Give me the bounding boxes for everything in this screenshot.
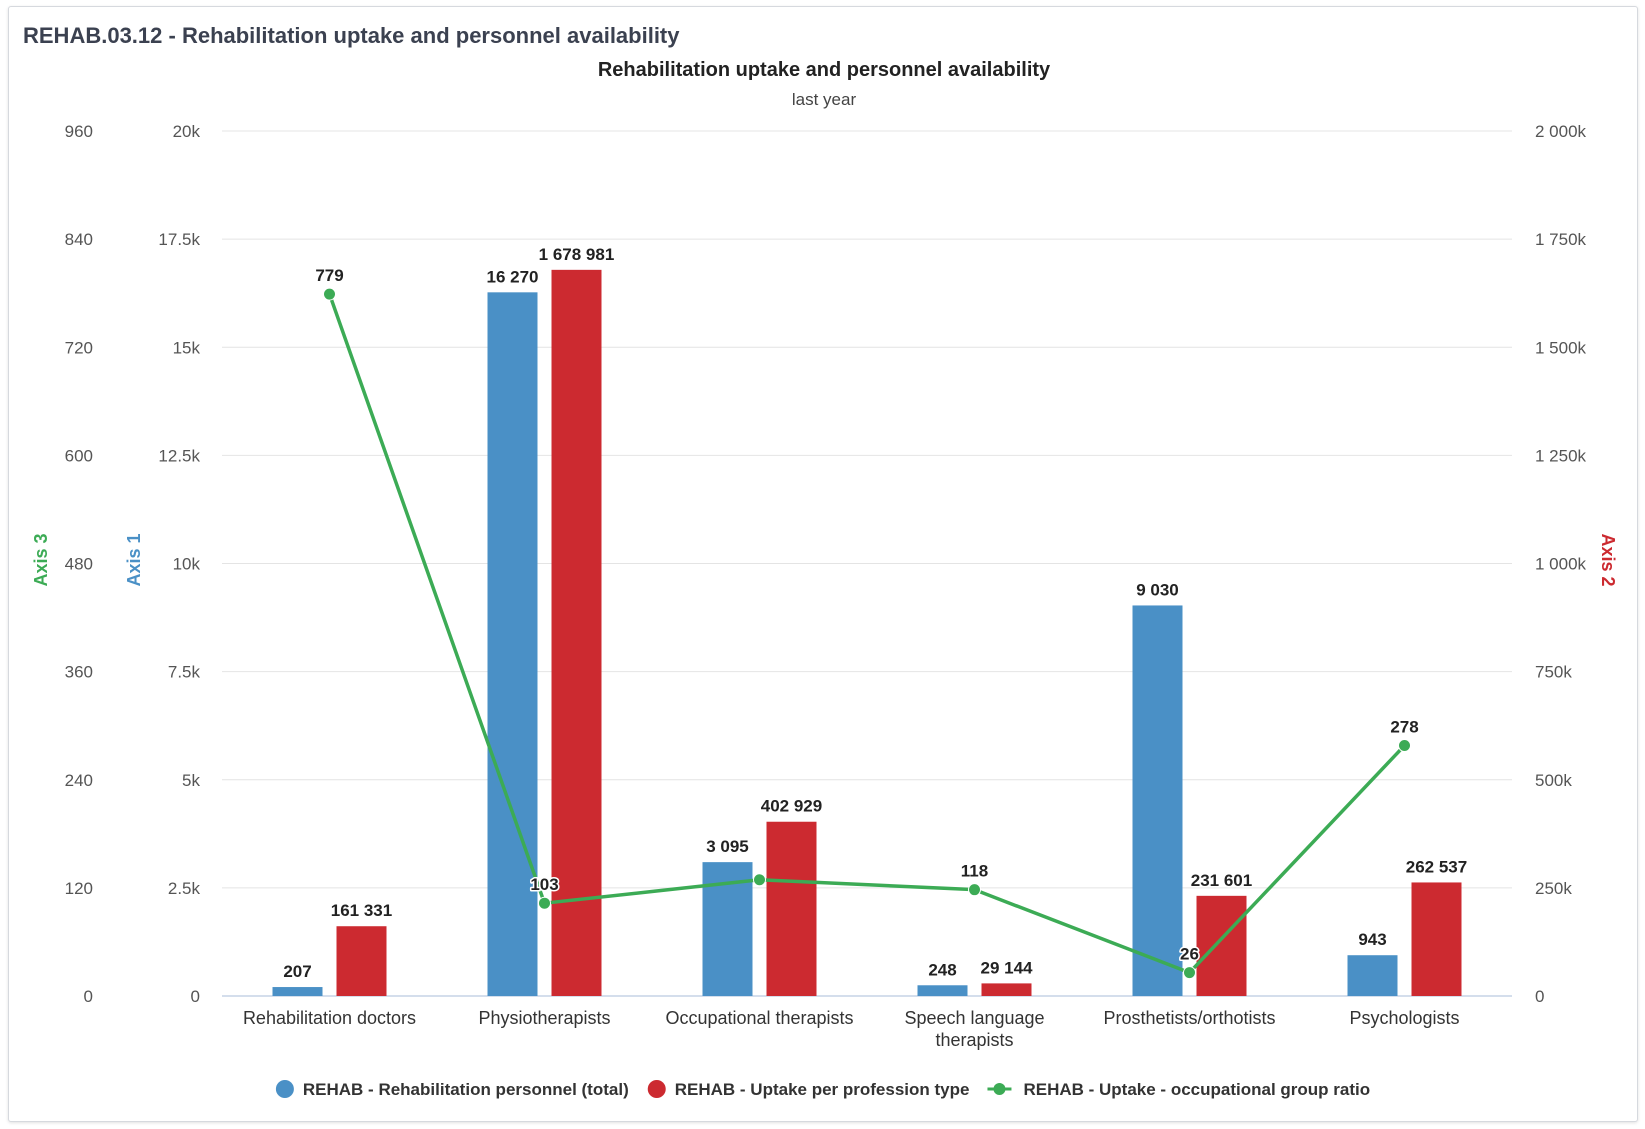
line-point bbox=[968, 883, 981, 897]
bar-value-label: 16 270 bbox=[487, 267, 539, 286]
axis1-tick-label: 15k bbox=[173, 338, 201, 357]
axis1-tick-label: 5k bbox=[182, 771, 200, 790]
axis3-tick-label: 840 bbox=[65, 230, 93, 249]
bar-value-label: 207 bbox=[283, 962, 311, 981]
axis2-title: Axis 2 bbox=[1598, 533, 1618, 586]
line-value-label: 118 bbox=[961, 862, 988, 881]
bar-value-label: 161 331 bbox=[331, 901, 392, 920]
axis3-tick-label: 960 bbox=[65, 122, 93, 141]
axis1-tick-label: 2.5k bbox=[168, 879, 201, 898]
bar-value-label: 943 bbox=[1358, 930, 1386, 949]
line-point bbox=[753, 873, 766, 887]
legend-label: REHAB - Rehabilitation personnel (total) bbox=[303, 1080, 629, 1099]
axis2-tick-label: 1 750k bbox=[1535, 230, 1587, 249]
chart-subtitle: last year bbox=[792, 90, 857, 109]
axis2-tick-label: 1 000k bbox=[1535, 555, 1587, 574]
axis3-tick-label: 480 bbox=[65, 555, 93, 574]
bar bbox=[551, 269, 602, 997]
axis3-title: Axis 3 bbox=[31, 533, 51, 586]
bar bbox=[336, 926, 387, 996]
bar-value-label: 262 537 bbox=[1406, 857, 1467, 876]
category-label: Rehabilitation doctors bbox=[243, 1008, 416, 1028]
legend-point-symbol bbox=[993, 1083, 1006, 1095]
bar bbox=[1411, 882, 1462, 996]
bar-value-label: 3 095 bbox=[706, 837, 749, 856]
axis2-tick-label: 250k bbox=[1535, 879, 1572, 898]
axis3-tick-label: 240 bbox=[65, 771, 93, 790]
category-label: Physiotherapists bbox=[478, 1008, 610, 1028]
axis3-tick-label: 0 bbox=[84, 987, 93, 1006]
axis3-tick-label: 120 bbox=[65, 879, 93, 898]
axis3-tick-label: 360 bbox=[65, 663, 93, 682]
legend-label: REHAB - Uptake per profession type bbox=[675, 1080, 970, 1099]
line-value-label: 26 bbox=[1180, 945, 1199, 964]
axis1-tick-label: 10k bbox=[173, 555, 201, 574]
gridlines bbox=[222, 130, 1512, 997]
legend-symbol bbox=[275, 1080, 294, 1098]
axis3-tick-label: 600 bbox=[65, 446, 93, 465]
axis2-tick-label: 1 250k bbox=[1535, 446, 1587, 465]
axis1-tick-label: 7.5k bbox=[168, 663, 201, 682]
bar bbox=[1347, 955, 1398, 996]
axis1-title: Axis 1 bbox=[124, 533, 144, 586]
category-labels: Rehabilitation doctors Physiotherapists Oc… bbox=[243, 1008, 1460, 1050]
legend: REHAB - Rehabilitation personnel (total)… bbox=[275, 1080, 1370, 1099]
axis2-tick-label: 2 000k bbox=[1535, 122, 1587, 141]
ratio-line-path bbox=[327, 293, 1406, 975]
bar bbox=[917, 985, 968, 996]
bar bbox=[766, 821, 817, 996]
axis1-tick-label: 20k bbox=[173, 122, 201, 141]
panel-title: REHAB.03.12 - Rehabilitation uptake and … bbox=[23, 23, 680, 48]
axis1-tick-label: 12.5k bbox=[158, 446, 200, 465]
axis1-tick-label: 17.5k bbox=[158, 230, 200, 249]
bar bbox=[1132, 605, 1183, 996]
axis-ticks: 0 0 0 120 2.5k 250k 240 5k 500k 360 7.5k 750k 480 10k… bbox=[65, 122, 1587, 1006]
line-value-label: 278 bbox=[1390, 718, 1418, 737]
bar-value-label: 29 144 bbox=[981, 958, 1034, 977]
category-label: Speech language bbox=[904, 1008, 1044, 1028]
bars bbox=[272, 269, 1462, 997]
axis2-tick-label: 750k bbox=[1535, 663, 1572, 682]
category-label: Prosthetists/orthotists bbox=[1103, 1008, 1275, 1028]
bar bbox=[981, 983, 1032, 996]
bar-value-label: 9 030 bbox=[1136, 580, 1179, 599]
axis2-tick-label: 1 500k bbox=[1535, 338, 1587, 357]
line-value-label: 779 bbox=[315, 266, 343, 285]
category-label: therapists bbox=[935, 1030, 1013, 1050]
bar-value-label: 231 601 bbox=[1191, 871, 1252, 890]
axis1-tick-label: 0 bbox=[191, 987, 200, 1006]
bar-value-label: 1 678 981 bbox=[539, 245, 615, 264]
line-value-label: 103 bbox=[530, 875, 558, 894]
data-labels: 207 16 270 3 095 248 9 030 943 161 331 1 678 98… bbox=[282, 243, 1469, 982]
category-label: Occupational therapists bbox=[665, 1008, 853, 1028]
chart-title: Rehabilitation uptake and personnel avai… bbox=[598, 59, 1051, 81]
line-point bbox=[538, 896, 551, 910]
line-point bbox=[1183, 966, 1196, 980]
line-point bbox=[1398, 739, 1411, 753]
bar-value-label: 248 bbox=[928, 960, 956, 979]
legend-label: REHAB - Uptake - occupational group rati… bbox=[1023, 1080, 1370, 1099]
axis2-tick-label: 500k bbox=[1535, 771, 1572, 790]
category-label: Psychologists bbox=[1349, 1008, 1459, 1028]
ratio-line bbox=[323, 287, 1411, 980]
line-point bbox=[323, 287, 336, 301]
axis2-tick-label: 0 bbox=[1535, 987, 1544, 1006]
bar bbox=[1196, 895, 1247, 996]
bar-value-label: 402 929 bbox=[761, 797, 822, 816]
axis3-tick-label: 720 bbox=[65, 338, 93, 357]
bar bbox=[272, 987, 323, 996]
legend-symbol bbox=[647, 1080, 666, 1098]
bar bbox=[487, 292, 538, 996]
